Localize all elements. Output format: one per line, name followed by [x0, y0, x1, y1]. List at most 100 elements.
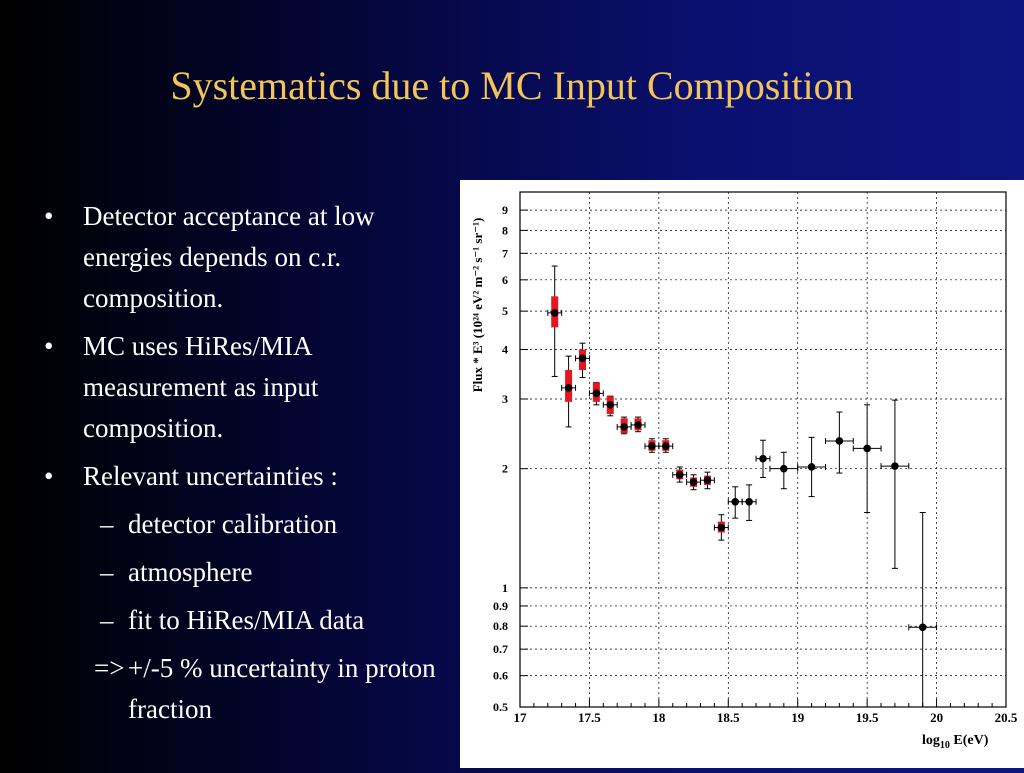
x-axis-label-sub: 10 [940, 740, 950, 751]
red-data-point [713, 514, 729, 541]
flux-chart: 17 17.5 18 18.5 19 19.5 20 20.50.50.60.70.80.91… [470, 191, 1018, 751]
black-data-point [755, 439, 771, 478]
bullet-dot: • [44, 461, 54, 491]
data-marker [606, 401, 615, 409]
bullet-item: • Relevant uncertainties : [44, 456, 444, 497]
black-data-point [824, 411, 854, 474]
red-data-point [644, 438, 660, 453]
y-tick-label: 0.8 [493, 619, 508, 633]
conclusion-text: +/-5 % uncertainty in proton fraction [128, 653, 436, 724]
sub-bullet-item: – detector calibration [44, 504, 444, 545]
y-tick-label: 5 [502, 304, 508, 318]
y-tick-label: 0.6 [493, 669, 508, 683]
data-marker [689, 478, 698, 486]
y-tick-label: 4 [502, 343, 508, 357]
bullet-text: MC uses HiRes/MIA measurement as input c… [83, 331, 319, 443]
y-axis-label: Flux * E³ (10²⁴ eV² m⁻² s⁻¹ sr⁻¹) [470, 218, 485, 393]
bullet-text: Relevant uncertainties : [83, 461, 338, 491]
x-tick-label: 20.5 [995, 710, 1018, 725]
x-tick-label: 19.5 [856, 710, 879, 725]
axis-ticks: 17 17.5 18 18.5 19 19.5 20 20.50.50.60.70.80.91… [493, 203, 1018, 725]
black-data-point [769, 451, 799, 490]
y-tick-label: 3 [502, 392, 508, 406]
black-data-point [727, 486, 743, 519]
sub-bullet-dash: – [100, 557, 114, 587]
data-marker [780, 464, 788, 473]
sub-bullet-dash: – [100, 509, 114, 539]
data-marker [648, 442, 656, 450]
sub-bullet-dash: – [100, 605, 114, 635]
chart-marks [547, 265, 938, 708]
plot-frame [519, 191, 1007, 708]
red-data-point [561, 355, 577, 428]
y-tick-label: 7 [502, 246, 508, 260]
y-tick-label: 0.5 [493, 700, 508, 714]
x-tick-label: 17 [514, 710, 528, 725]
x-axis-label-main: log [922, 733, 940, 748]
x-tick-label: 18.5 [717, 710, 740, 725]
data-marker [634, 421, 642, 429]
black-data-point [852, 404, 882, 513]
y-tick-label: 9 [502, 203, 508, 217]
data-marker [620, 423, 628, 431]
x-tick-label: 17.5 [578, 710, 601, 725]
red-data-point [616, 416, 632, 435]
red-data-point [686, 474, 702, 491]
data-marker [703, 476, 712, 485]
data-marker [662, 442, 670, 450]
data-marker [891, 462, 899, 470]
sub-bullet-text: atmosphere [128, 557, 253, 587]
data-marker [807, 463, 816, 471]
bullet-dot: • [44, 331, 54, 361]
y-tick-label: 0.7 [493, 642, 508, 656]
black-data-point [908, 511, 938, 708]
data-marker [717, 523, 726, 532]
data-marker [745, 497, 753, 506]
x-axis-label-tail: E(eV) [950, 733, 989, 748]
data-marker [918, 623, 927, 632]
red-data-point [547, 265, 563, 377]
red-data-point [700, 471, 715, 490]
bullet-text: Detector acceptance at low energies depe… [83, 201, 375, 313]
bullet-dot: • [44, 201, 54, 231]
sub-bullet-text: detector calibration [128, 509, 338, 539]
chart-grid [520, 192, 1006, 707]
y-tick-label: 0.9 [493, 599, 508, 613]
data-marker [675, 471, 684, 479]
x-tick-label: 20 [930, 710, 943, 725]
bullet-item: • MC uses HiRes/MIA measurement as input… [44, 326, 444, 449]
x-tick-label: 18 [652, 710, 666, 725]
red-data-point [630, 416, 646, 433]
conclusion-line: => +/-5 % uncertainty in proton fraction [44, 648, 444, 730]
red-data-point [602, 395, 618, 417]
y-tick-label: 2 [502, 462, 508, 476]
y-tick-label: 8 [502, 223, 508, 237]
data-marker [564, 384, 573, 392]
black-data-point [741, 484, 757, 521]
slide-title: Systematics due to MC Input Composition [170, 63, 854, 108]
sub-bullet-item: – fit to HiRes/MIA data [44, 600, 444, 641]
y-tick-label: 6 [502, 273, 508, 287]
bullet-item: • Detector acceptance at low energies de… [44, 196, 444, 319]
red-data-point [658, 438, 674, 453]
x-axis-label: log10 E(eV) [922, 733, 989, 751]
y-tick-label: 1 [502, 581, 508, 595]
data-marker [863, 444, 871, 453]
x-tick-label: 19 [791, 710, 805, 725]
data-marker [759, 454, 767, 463]
black-data-point [880, 399, 910, 569]
red-data-point [672, 466, 688, 483]
data-marker [550, 309, 559, 317]
bullet-list: • Detector acceptance at low energies de… [44, 196, 444, 730]
data-marker [592, 389, 601, 398]
conclusion-arrow: => [94, 653, 125, 683]
data-marker [731, 497, 740, 506]
black-data-point [797, 436, 826, 498]
red-data-point [575, 342, 590, 378]
chart-figure: 17 17.5 18 18.5 19 19.5 20 20.5 0.5 0.6 0.7 0.8 0.9 1… [460, 180, 1024, 768]
sub-bullet-item: – atmosphere [44, 552, 444, 593]
data-marker [835, 437, 844, 445]
red-data-point [588, 382, 604, 406]
data-marker [578, 354, 587, 363]
sub-bullet-text: fit to HiRes/MIA data [128, 605, 365, 635]
